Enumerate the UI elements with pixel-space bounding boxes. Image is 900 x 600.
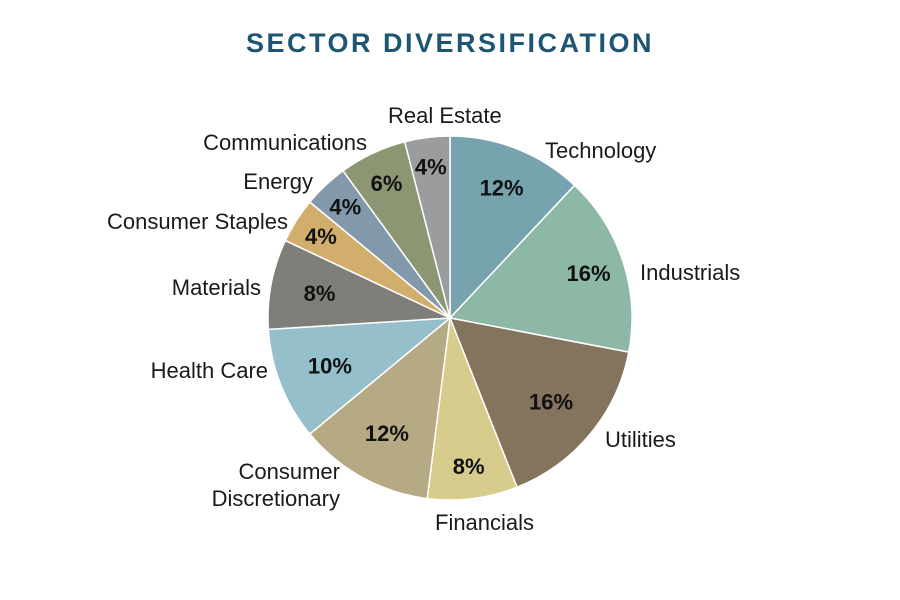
value-label-financials: 8% (453, 454, 485, 479)
category-label-energy: Energy (243, 169, 313, 194)
category-label-financials: Financials (435, 510, 534, 535)
pie-slice-technology (449, 135, 576, 320)
value-label-health-care: 10% (308, 354, 352, 379)
category-label-technology: Technology (545, 138, 656, 163)
pie-slice-consumer-discretionary (308, 316, 451, 500)
pie-slice-materials (267, 239, 451, 331)
category-label-health-care: Health Care (151, 358, 268, 383)
category-label-industrials: Industrials (640, 260, 740, 285)
value-label-industrials: 16% (566, 261, 610, 286)
category-label-consumer-discretionary: Consumer Discretionary (212, 459, 340, 511)
value-label-communications: 6% (371, 171, 403, 196)
chart-title: SECTOR DIVERSIFICATION (245, 28, 655, 58)
category-label-utilities: Utilities (605, 427, 676, 452)
value-label-energy: 4% (329, 195, 361, 220)
category-label-materials: Materials (172, 275, 261, 300)
category-label-real-estate: Real Estate (388, 103, 502, 128)
category-label-communications: Communications (203, 130, 367, 155)
pie-slice-real-estate (403, 135, 451, 319)
category-label-consumer-staples: Consumer Staples (107, 209, 288, 234)
value-label-real-estate: 4% (415, 154, 447, 179)
pie-slice-financials (426, 317, 518, 501)
value-label-technology: 12% (480, 176, 524, 201)
value-label-utilities: 16% (529, 390, 573, 415)
value-label-consumer-staples: 4% (305, 224, 337, 249)
pie-slice-utilities (448, 317, 630, 489)
value-label-consumer-discretionary: 12% (365, 421, 409, 446)
pie-slice-industrials (448, 184, 633, 353)
pie-slice-health-care (267, 317, 453, 436)
value-label-materials: 8% (304, 281, 336, 306)
